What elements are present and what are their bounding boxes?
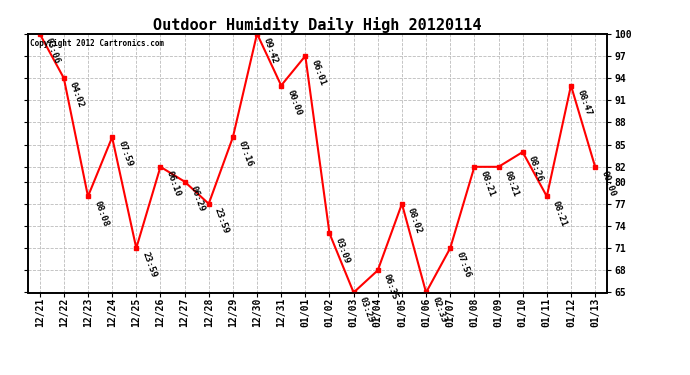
Text: 06:35: 06:35 (382, 273, 400, 302)
Text: Copyright 2012 Cartronics.com: Copyright 2012 Cartronics.com (30, 39, 165, 48)
Text: 07:16: 07:16 (237, 140, 255, 168)
Text: 08:02: 08:02 (406, 207, 424, 235)
Text: 06:01: 06:01 (310, 59, 327, 87)
Text: 00:00: 00:00 (600, 170, 617, 198)
Text: 07:59: 07:59 (117, 140, 134, 168)
Text: 08:47: 08:47 (575, 88, 593, 117)
Text: 08:26: 08:26 (527, 155, 544, 183)
Text: 23:59: 23:59 (213, 207, 230, 235)
Text: 08:21: 08:21 (551, 199, 569, 228)
Text: 03:06: 03:06 (44, 36, 61, 65)
Text: 08:08: 08:08 (92, 199, 110, 228)
Text: 09:42: 09:42 (262, 36, 279, 65)
Text: 06:10: 06:10 (165, 170, 182, 198)
Text: 04:02: 04:02 (68, 81, 86, 109)
Text: 00:00: 00:00 (286, 88, 303, 117)
Text: 02:33: 02:33 (431, 295, 448, 324)
Text: 03:09: 03:09 (334, 236, 351, 264)
Text: 23:59: 23:59 (141, 251, 158, 279)
Text: 08:21: 08:21 (503, 170, 520, 198)
Text: 07:56: 07:56 (455, 251, 472, 279)
Title: Outdoor Humidity Daily High 20120114: Outdoor Humidity Daily High 20120114 (153, 16, 482, 33)
Text: 03:25: 03:25 (358, 295, 375, 324)
Text: 06:29: 06:29 (189, 184, 206, 213)
Text: 08:21: 08:21 (479, 170, 496, 198)
